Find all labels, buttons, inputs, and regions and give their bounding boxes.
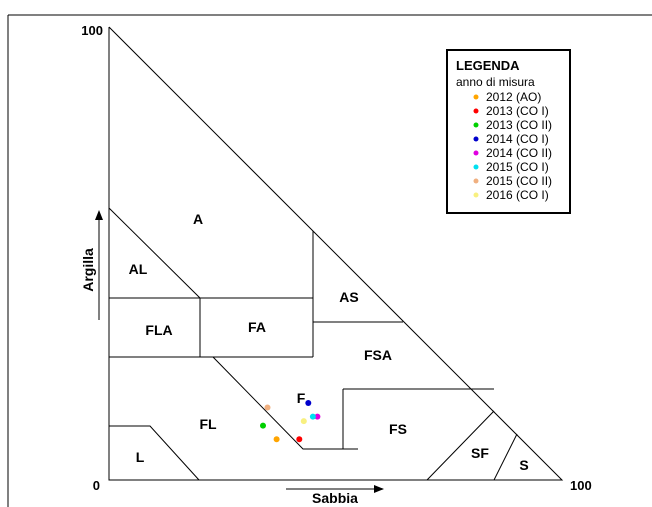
region-label-sf: SF bbox=[471, 445, 489, 461]
legend-label-2: 2013 (CO II) bbox=[486, 118, 552, 132]
legend-marker-0 bbox=[473, 94, 479, 100]
legend-marker-6 bbox=[473, 178, 479, 184]
x-tick-label-100: 100 bbox=[570, 478, 592, 493]
legend-label-4: 2014 (CO II) bbox=[486, 146, 552, 160]
y-axis-label: Argilla bbox=[80, 248, 96, 292]
legend-items: 2012 (AO)2013 (CO I)2013 (CO II)2014 (CO… bbox=[473, 90, 552, 202]
legend-label-3: 2014 (CO I) bbox=[486, 132, 549, 146]
boundary-a-al bbox=[108, 207, 201, 299]
region-label-s: S bbox=[519, 457, 528, 473]
boundary-fl-f bbox=[212, 356, 358, 450]
region-label-a: A bbox=[193, 211, 203, 227]
texture-boundaries bbox=[108, 207, 518, 481]
x-axis-arrow bbox=[286, 485, 384, 493]
data-point-0-0 bbox=[273, 436, 280, 443]
boundary-sf-s bbox=[493, 433, 518, 481]
y-tick-label-100: 100 bbox=[81, 23, 103, 38]
region-label-fs: FS bbox=[389, 421, 407, 437]
data-point-6-0 bbox=[264, 404, 271, 411]
triangle-outline bbox=[108, 26, 564, 481]
legend-title: LEGENDA bbox=[456, 58, 520, 73]
data-point-4-0 bbox=[314, 413, 321, 420]
region-label-f: F bbox=[297, 390, 306, 406]
data-point-3-0 bbox=[305, 400, 312, 406]
region-label-l: L bbox=[136, 449, 145, 465]
legend: LEGENDA anno di misura 2012 (AO)2013 (CO… bbox=[446, 49, 571, 214]
legend-label-5: 2015 (CO I) bbox=[486, 160, 549, 174]
region-label-fl: FL bbox=[199, 416, 217, 432]
data-point-5-0 bbox=[309, 413, 316, 420]
region-label-fsa: FSA bbox=[364, 347, 392, 363]
legend-subtitle: anno di misura bbox=[456, 75, 535, 89]
legend-marker-2 bbox=[473, 122, 479, 128]
legend-marker-5 bbox=[473, 164, 479, 170]
region-label-as: AS bbox=[339, 289, 358, 305]
region-label-fa: FA bbox=[248, 319, 266, 335]
region-label-al: AL bbox=[129, 261, 148, 277]
region-label-fla: FLA bbox=[145, 322, 172, 338]
data-points bbox=[260, 400, 321, 443]
legend-marker-7 bbox=[473, 192, 479, 198]
y-axis-arrow bbox=[95, 210, 103, 320]
legend-label-0: 2012 (AO) bbox=[486, 90, 541, 104]
region-labels: A AL AS FLA FA FSA F FL FS L SF S bbox=[129, 211, 529, 473]
data-point-2-0 bbox=[260, 422, 266, 429]
legend-label-6: 2015 (CO II) bbox=[486, 174, 552, 188]
legend-marker-4 bbox=[473, 150, 479, 156]
legend-label-7: 2016 (CO I) bbox=[486, 188, 549, 202]
data-point-1-0 bbox=[296, 436, 303, 443]
boundary-l bbox=[109, 425, 200, 481]
legend-marker-1 bbox=[473, 108, 479, 114]
legend-box bbox=[446, 49, 571, 214]
x-axis-label: Sabbia bbox=[312, 490, 358, 506]
data-point-7-0 bbox=[300, 418, 307, 425]
legend-label-1: 2013 (CO I) bbox=[486, 104, 549, 118]
boundary-fs-sf bbox=[426, 410, 495, 481]
legend-marker-3 bbox=[473, 136, 479, 142]
x-tick-label-0: 0 bbox=[93, 478, 100, 493]
